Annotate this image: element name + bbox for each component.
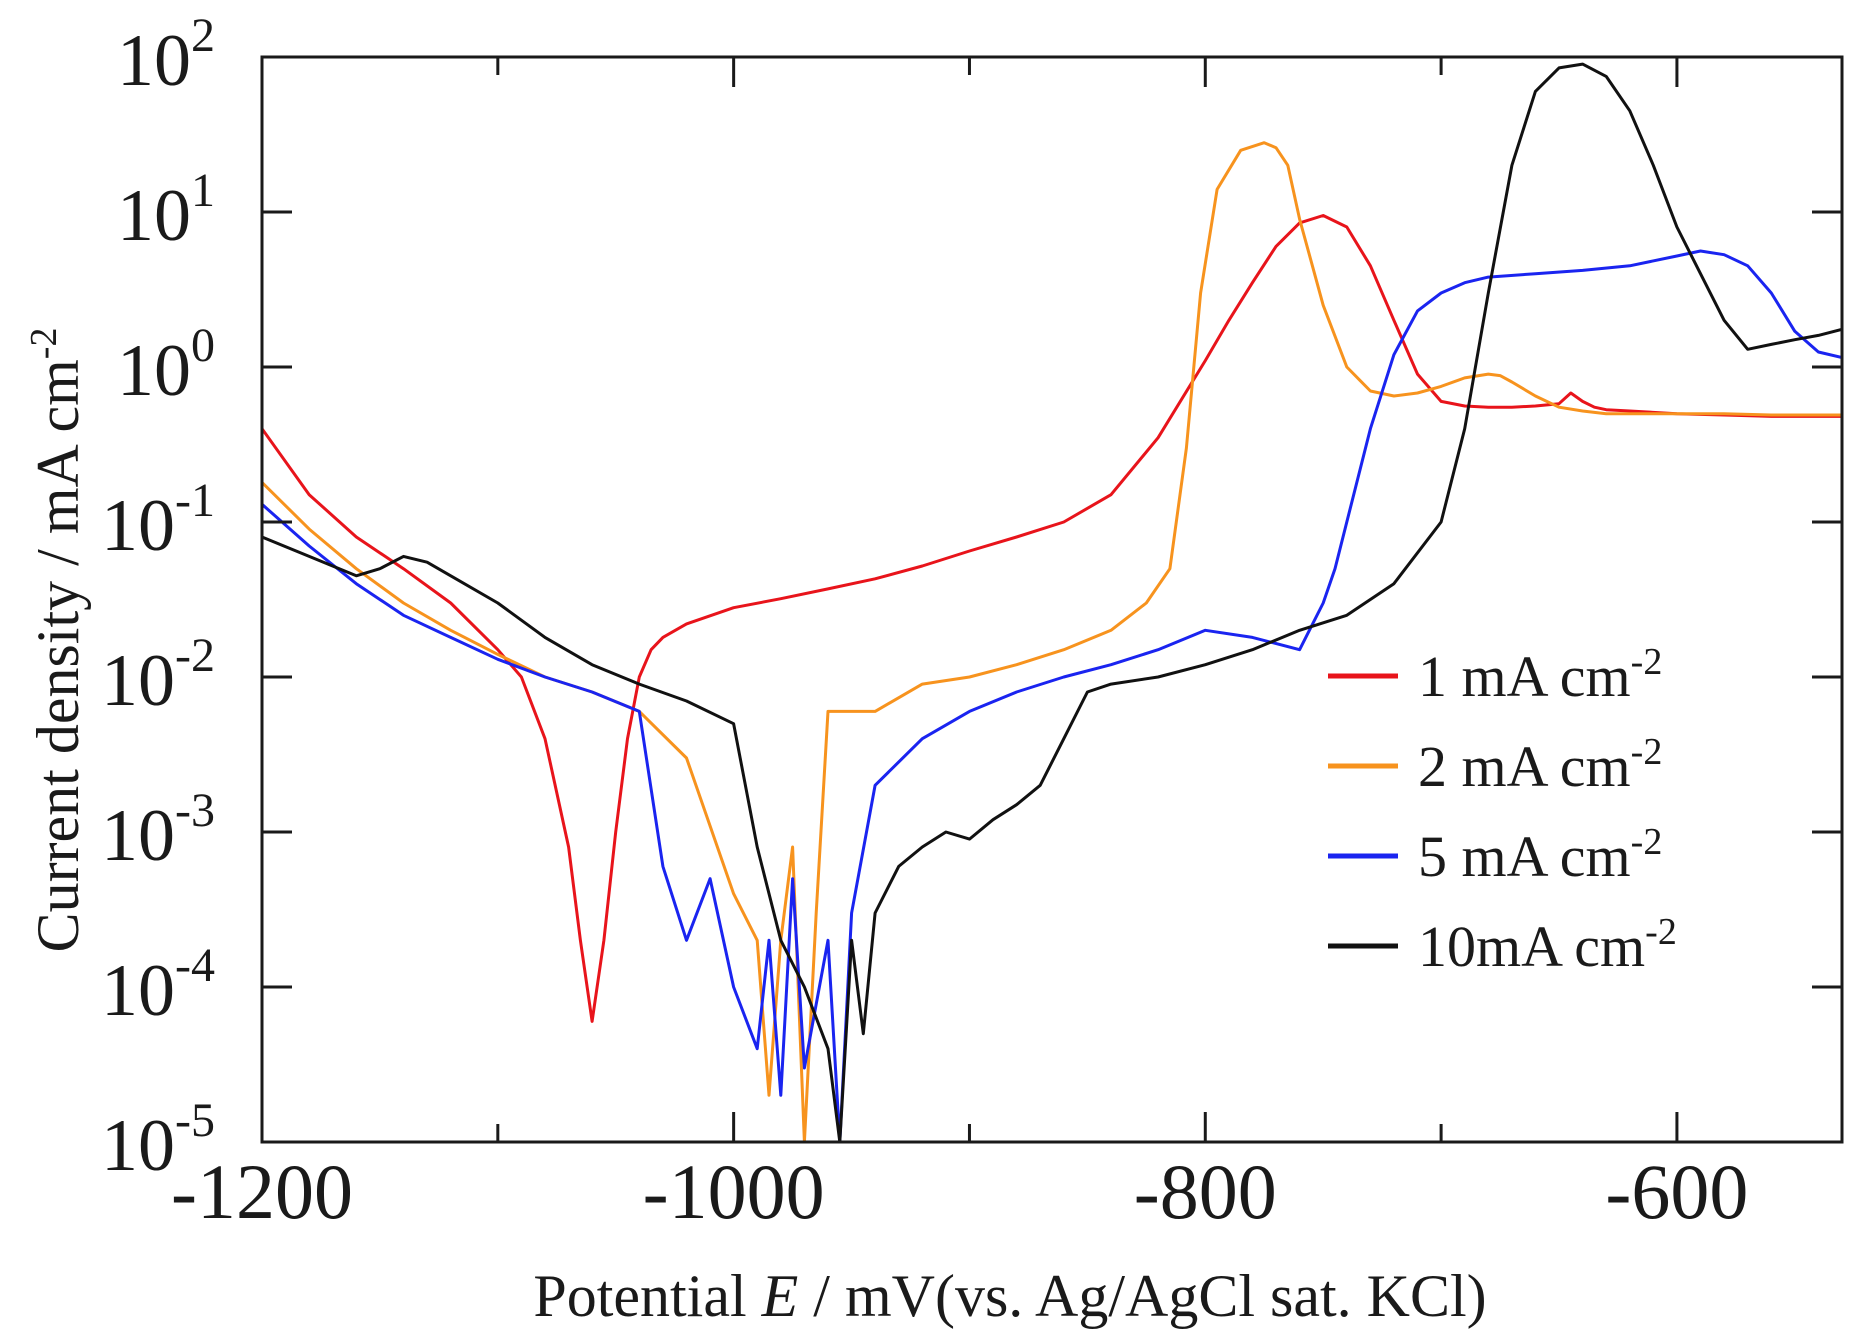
y-tick-label: 100 xyxy=(117,319,215,412)
x-axis-title-symbol: E xyxy=(761,1263,799,1329)
y-tick-label-base: 10 xyxy=(117,175,191,257)
y-tick-label-base: 10 xyxy=(101,485,175,567)
y-tick-label-exponent: -5 xyxy=(175,1094,215,1147)
legend-label-4: 10mA cm-2 xyxy=(1418,911,1677,979)
series-layer xyxy=(262,62,1842,1142)
series-line-1 xyxy=(262,214,1842,1023)
y-tick-label: 101 xyxy=(117,164,215,257)
legend-label-exponent: -2 xyxy=(1631,641,1663,683)
y-tick-label-exponent: -2 xyxy=(175,629,215,682)
y-axis-title: Current density / mA cm-2 xyxy=(23,328,91,953)
y-tick-label-exponent: -3 xyxy=(175,784,215,837)
plot-frame xyxy=(260,55,1844,1144)
y-tick-label-base: 10 xyxy=(101,640,175,722)
y-axis-title-exponent: -2 xyxy=(23,328,65,360)
y-tick-label-exponent: -4 xyxy=(175,939,215,992)
series-line-4 xyxy=(262,62,1842,1142)
x-axis-title-suffix: / mV(vs. Ag/AgCl sat. KCl) xyxy=(798,1263,1486,1329)
legend-label-text: 5 mA cm xyxy=(1418,824,1631,889)
y-tick-label-base: 10 xyxy=(117,20,191,102)
legend-label-1: 1 mA cm-2 xyxy=(1418,641,1662,709)
y-tick-label-base: 10 xyxy=(101,950,175,1032)
y-tick-label: 10-1 xyxy=(101,474,215,567)
x-tick-label: -1000 xyxy=(643,1148,825,1235)
ticks-layer: -1200 -1000 -800 -60010210110010-110-210-31… xyxy=(101,9,1842,1235)
legend-label-text: 2 mA cm xyxy=(1418,734,1631,799)
legend-label-exponent: -2 xyxy=(1631,821,1663,863)
legend-label-exponent: -2 xyxy=(1645,911,1677,953)
x-tick-label: -1200 xyxy=(171,1148,353,1235)
legend-label-text: 10mA cm xyxy=(1418,914,1645,979)
y-tick-label: 10-4 xyxy=(101,939,215,1032)
legend-label-3: 5 mA cm-2 xyxy=(1418,821,1662,889)
legend-label-text: 1 mA cm xyxy=(1418,644,1631,709)
x-axis-title: Potential E / mV(vs. Ag/AgCl sat. KCl) xyxy=(533,1263,1486,1329)
y-tick-label-base: 10 xyxy=(101,1105,175,1187)
series-line-2 xyxy=(262,141,1842,1142)
y-tick-label-base: 10 xyxy=(101,795,175,877)
x-tick-label: -800 xyxy=(1134,1148,1277,1235)
x-tick-label: -600 xyxy=(1605,1148,1748,1235)
frame-layer xyxy=(260,55,1844,1144)
y-tick-label: 10-2 xyxy=(101,629,215,722)
series-line-3 xyxy=(262,249,1842,1142)
y-tick-label-base: 10 xyxy=(117,330,191,412)
y-tick-label: 102 xyxy=(117,9,215,102)
y-tick-label-exponent: -1 xyxy=(175,474,215,527)
y-axis-title-text: Current density / mA cm xyxy=(25,359,91,952)
x-axis-title-prefix: Potential xyxy=(533,1263,761,1329)
y-tick-label-exponent: 2 xyxy=(191,9,215,62)
legend-label-2: 2 mA cm-2 xyxy=(1418,731,1662,799)
y-tick-label-exponent: 0 xyxy=(191,319,215,372)
legend-label-exponent: -2 xyxy=(1631,731,1663,773)
y-tick-label: 10-5 xyxy=(101,1094,215,1187)
y-tick-label: 10-3 xyxy=(101,784,215,877)
y-tick-label-exponent: 1 xyxy=(191,164,215,217)
